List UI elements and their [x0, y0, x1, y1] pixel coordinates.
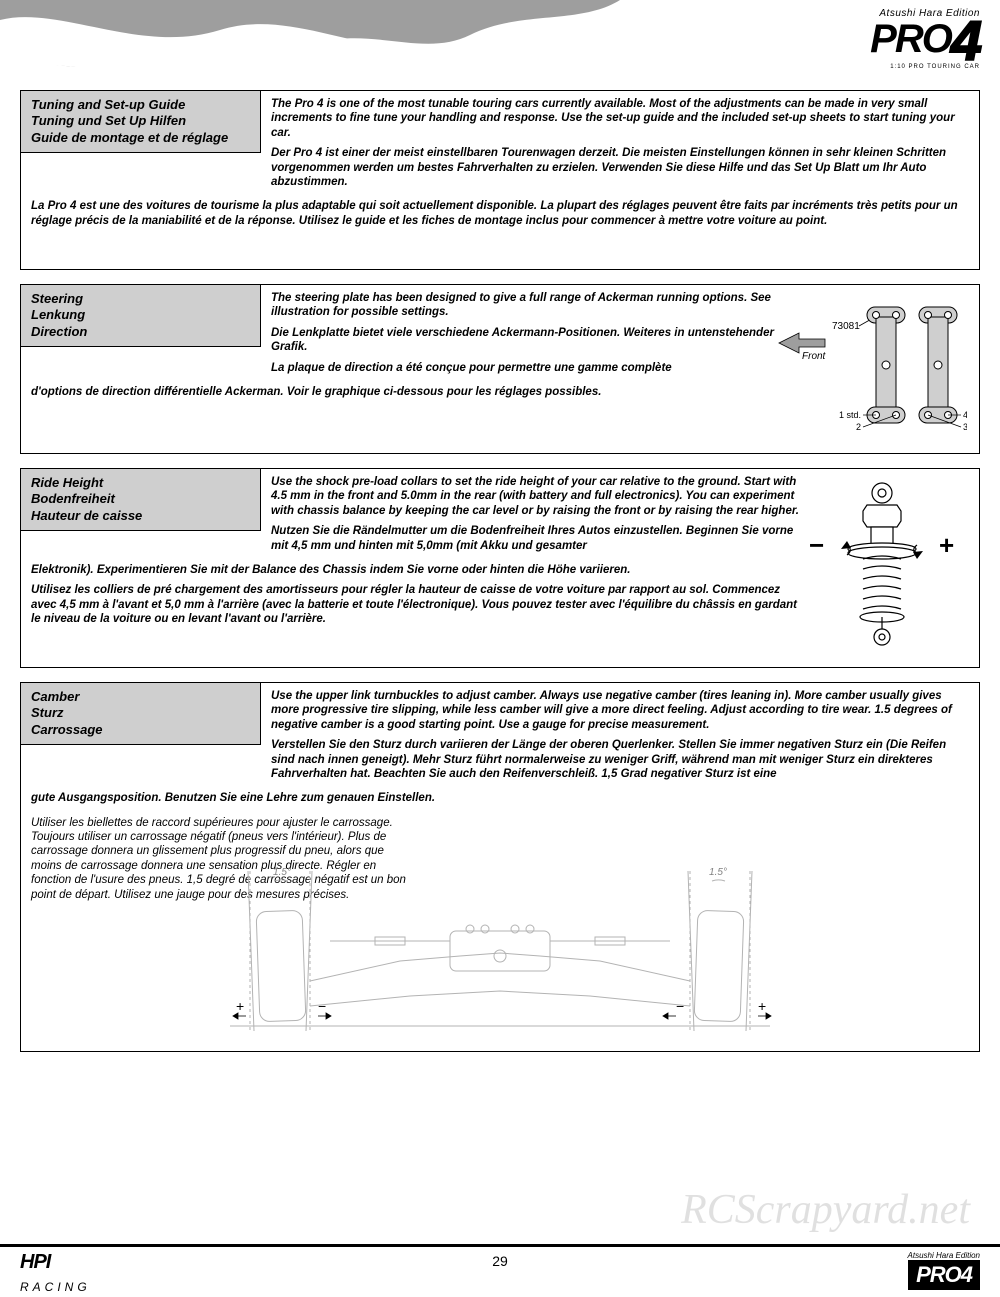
- part-number: 73081: [832, 321, 860, 332]
- section-steering: Steering Lenkung Direction The steering …: [20, 284, 980, 454]
- steering-en: The steering plate has been designed to …: [271, 291, 779, 320]
- footer-right: Atsushi Hara Edition PRO4: [908, 1251, 980, 1290]
- footer-edition: Atsushi Hara Edition: [908, 1251, 980, 1260]
- section-camber: Camber Sturz Carrossage Use the upper li…: [20, 682, 980, 1052]
- left-angle: 1.5°: [273, 867, 291, 878]
- camber-diagram: 1.5° 1.5° + − − +: [200, 861, 800, 1041]
- header-logo: Atsushi Hara Edition PRO4 1:10 PRO TOURI…: [780, 8, 980, 78]
- label-1std: 1 std.: [839, 410, 861, 420]
- left-plus: +: [236, 998, 244, 1014]
- tuning-de: Der Pro 4 ist einer der meist einstellba…: [271, 146, 969, 189]
- watermark: RCScrapyard.net: [681, 1186, 970, 1234]
- camber-title-fr: Carrossage: [31, 722, 250, 738]
- footer-logo: PRO4: [908, 1260, 980, 1290]
- steering-title-en: Steering: [31, 291, 250, 307]
- camber-en: Use the upper link turnbuckles to adjust…: [271, 689, 969, 732]
- flame-graphic: [0, 0, 620, 90]
- main-content: Tuning and Set-up Guide Tuning und Set U…: [0, 90, 1000, 1052]
- tuning-title-de: Tuning und Set Up Hilfen: [31, 113, 250, 129]
- tuning-fr: La Pro 4 est une des voitures de tourism…: [31, 199, 969, 228]
- camber-de-lead: Verstellen Sie den Sturz durch variieren…: [271, 738, 969, 781]
- rideheight-de: Elektronik). Experimentieren Sie mit der…: [31, 563, 799, 577]
- camber-body: Use the upper link turnbuckles to adjust…: [261, 683, 979, 787]
- tuning-body: The Pro 4 is one of the most tunable tou…: [261, 91, 979, 195]
- front-label: Front: [802, 351, 827, 362]
- steering-title-fr: Direction: [31, 324, 250, 340]
- right-plus: +: [758, 998, 766, 1014]
- camber-de: gute Ausgangsposition. Benutzen Sie eine…: [31, 791, 969, 805]
- footer-hpi: HPI: [20, 1251, 50, 1273]
- camber-title-de: Sturz: [31, 705, 250, 721]
- label-4: 4: [963, 410, 967, 420]
- steering-plate-left: [867, 307, 905, 423]
- rideheight-fr: Utilisez les colliers de pré chargement …: [31, 583, 799, 626]
- camber-de-full: gute Ausgangsposition. Benutzen Sie eine…: [21, 787, 979, 805]
- tuning-en: The Pro 4 is one of the most tunable tou…: [271, 97, 969, 140]
- section-rideheight: Ride Height Bodenfreiheit Hauteur de cai…: [20, 468, 980, 668]
- camber-title: Camber Sturz Carrossage: [21, 683, 261, 745]
- shock-plus: +: [939, 530, 954, 560]
- footer-left: HPI RACING: [20, 1251, 91, 1297]
- rideheight-en: Use the shock pre-load collars to set th…: [271, 475, 799, 518]
- steering-diagram: Front 73081: [777, 295, 967, 445]
- left-minus: −: [318, 998, 326, 1014]
- rideheight-de-lead: Nutzen Sie die Rändelmutter um die Boden…: [271, 524, 799, 553]
- steering-de: Die Lenkplatte bietet viele verschiedene…: [271, 326, 779, 355]
- steering-title-de: Lenkung: [31, 307, 250, 323]
- logo-main: PRO4: [780, 19, 980, 64]
- page-header: Atsushi Hara Edition PRO4 1:10 PRO TOURI…: [0, 0, 1000, 90]
- rideheight-title-de: Bodenfreiheit: [31, 491, 250, 507]
- tuning-title-fr: Guide de montage et de réglage: [31, 130, 250, 146]
- label-3: 3: [963, 422, 967, 432]
- tuning-title: Tuning and Set-up Guide Tuning und Set U…: [21, 91, 261, 153]
- right-angle: 1.5°: [709, 867, 727, 878]
- tuning-title-en: Tuning and Set-up Guide: [31, 97, 250, 113]
- page-number: 29: [492, 1253, 508, 1269]
- tuning-body-fr: La Pro 4 est une des voitures de tourism…: [21, 195, 979, 228]
- rideheight-title-en: Ride Height: [31, 475, 250, 491]
- steering-plate-right: [919, 307, 957, 423]
- right-minus: −: [676, 998, 684, 1014]
- steering-title: Steering Lenkung Direction: [21, 285, 261, 347]
- steering-fr: d'options de direction différentielle Ac…: [31, 385, 779, 399]
- steering-fr-lead: La plaque de direction a été conçue pour…: [271, 361, 779, 375]
- rideheight-title: Ride Height Bodenfreiheit Hauteur de cai…: [21, 469, 261, 531]
- label-2: 2: [856, 422, 861, 432]
- shock-body: [848, 483, 916, 645]
- rideheight-title-fr: Hauteur de caisse: [31, 508, 250, 524]
- logo-number: 4: [951, 19, 980, 64]
- page-footer: HPI RACING 29 Atsushi Hara Edition PRO4: [0, 1244, 1000, 1294]
- section-tuning: Tuning and Set-up Guide Tuning und Set U…: [20, 90, 980, 270]
- shock-diagram: − +: [797, 479, 967, 649]
- footer-racing: RACING: [20, 1280, 91, 1294]
- logo-text: PRO: [870, 17, 951, 61]
- logo-sub: 1:10 PRO TOURING CAR: [780, 64, 980, 70]
- shock-minus: −: [809, 530, 824, 560]
- camber-title-en: Camber: [31, 689, 250, 705]
